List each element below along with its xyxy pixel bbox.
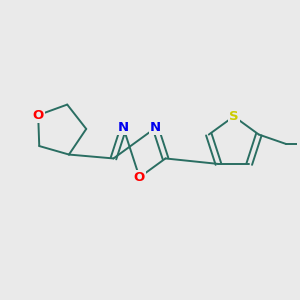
Text: O: O	[32, 109, 44, 122]
Text: N: N	[150, 122, 161, 134]
Text: O: O	[134, 171, 145, 184]
Text: S: S	[229, 110, 239, 123]
Text: N: N	[118, 122, 129, 134]
